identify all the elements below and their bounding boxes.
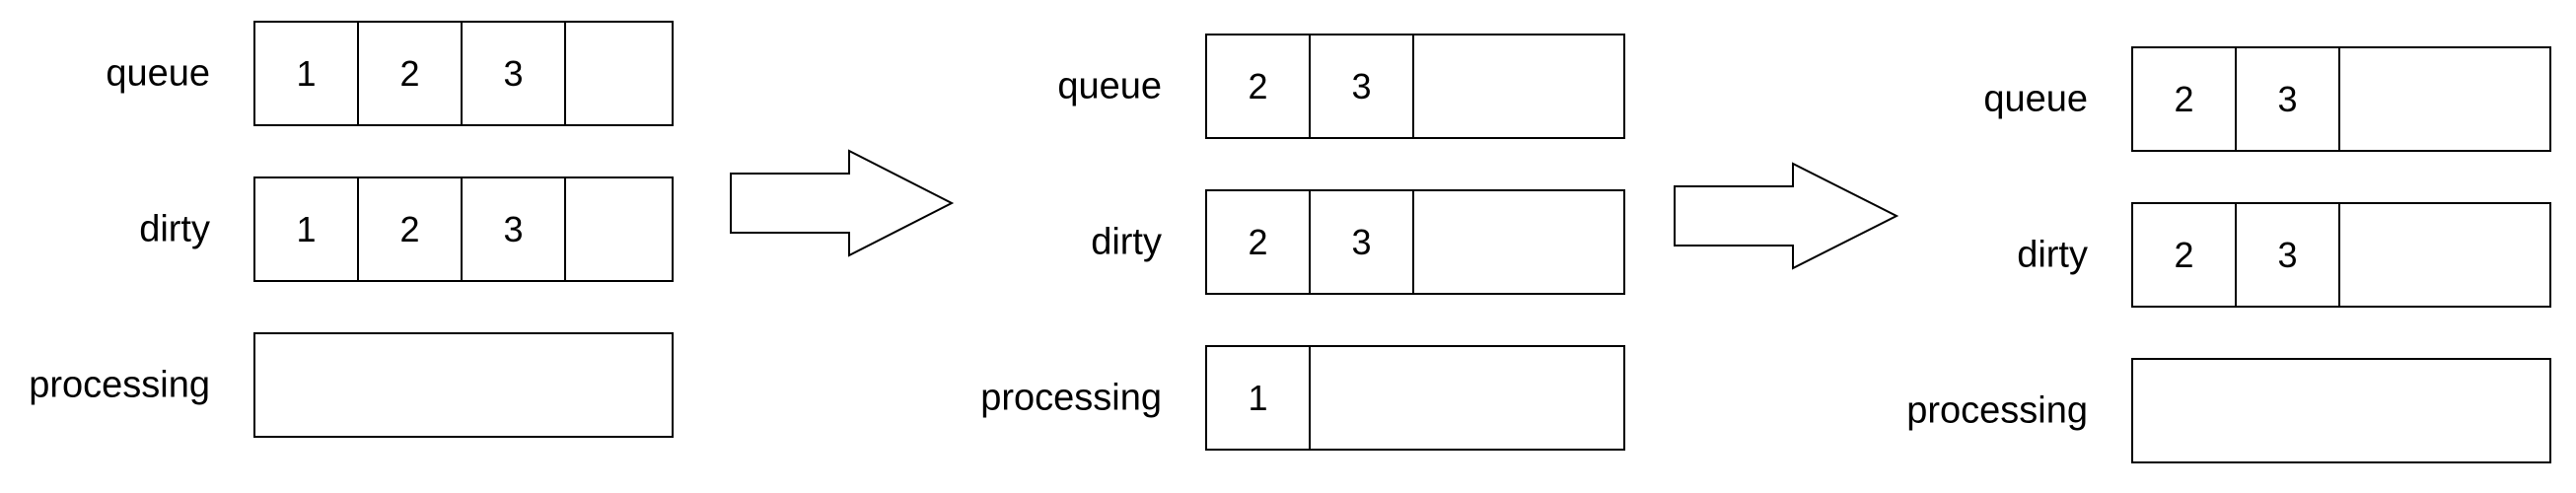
row-dirty: dirty 2 3	[1091, 189, 1625, 295]
buffer-box	[2131, 202, 2551, 308]
row-dirty: dirty 1 2 3	[139, 176, 674, 282]
stage-1: queue 1 2 3 dirty 1 2 3 processing	[29, 21, 674, 438]
row-label-processing: processing	[29, 365, 210, 406]
cell-item: 2	[399, 209, 419, 249]
cell-item: 2	[1248, 66, 1267, 106]
cell-item: 1	[1248, 378, 1267, 418]
stage-2: queue 2 3 dirty 2 3 processing 1	[980, 34, 1625, 451]
stages-layer: queue 1 2 3 dirty 1 2 3 processing queue 2 3 dirty 2 3…	[29, 21, 2551, 463]
row-label-queue: queue	[1057, 66, 1162, 107]
row-label-queue: queue	[1983, 79, 2088, 120]
cell-item: 1	[296, 53, 316, 94]
buffer-box	[1205, 34, 1625, 139]
row-processing: processing	[1906, 358, 2551, 463]
transition-arrow-1	[730, 149, 955, 257]
buffer-box	[253, 332, 674, 438]
row-queue: queue 2 3	[1983, 46, 2551, 152]
row-label-processing: processing	[1906, 390, 2088, 432]
buffer-box	[2131, 46, 2551, 152]
row-processing: processing 1	[980, 345, 1625, 451]
stage-3: queue 2 3 dirty 2 3 processing	[1906, 46, 2551, 463]
cell-item: 2	[399, 53, 419, 94]
row-label-processing: processing	[980, 378, 1162, 419]
row-label-dirty: dirty	[2017, 235, 2088, 276]
cell-item: 2	[1248, 222, 1267, 262]
arrows-layer	[730, 149, 1899, 270]
row-label-dirty: dirty	[139, 209, 210, 250]
row-processing: processing	[29, 332, 674, 438]
row-label-dirty: dirty	[1091, 222, 1162, 263]
cell-item: 2	[2174, 235, 2193, 275]
row-queue: queue 2 3	[1057, 34, 1625, 139]
cell-item: 3	[2277, 235, 2297, 275]
buffer-box	[1205, 189, 1625, 295]
buffer-box	[1205, 345, 1625, 451]
cell-item: 3	[503, 53, 523, 94]
buffer-box	[2131, 358, 2551, 463]
buffer-box	[253, 176, 674, 282]
row-label-queue: queue	[106, 53, 210, 95]
cell-item: 3	[503, 209, 523, 249]
transition-arrow-2	[1674, 162, 1899, 270]
cell-item: 3	[1351, 66, 1371, 106]
cell-item: 1	[296, 209, 316, 249]
cell-item: 3	[1351, 222, 1371, 262]
row-queue: queue 1 2 3	[106, 21, 674, 126]
buffer-box	[253, 21, 674, 126]
cell-item: 2	[2174, 79, 2193, 119]
cell-item: 3	[2277, 79, 2297, 119]
row-dirty: dirty 2 3	[2017, 202, 2551, 308]
